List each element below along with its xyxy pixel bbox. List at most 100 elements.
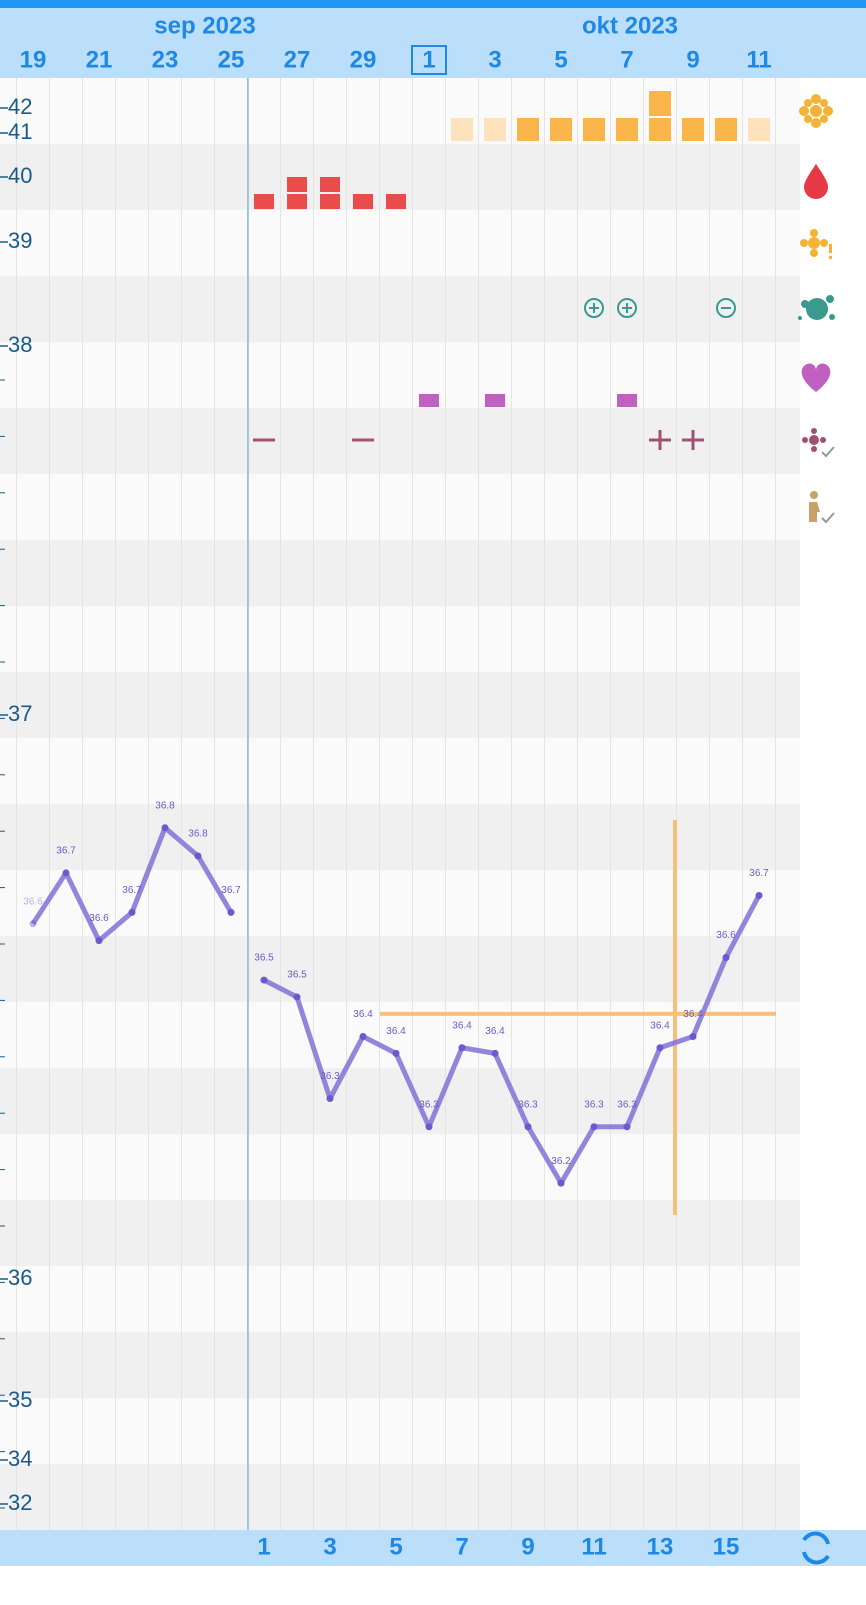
temperature-label: 36.4 (683, 1009, 703, 1020)
test-mark (584, 298, 604, 318)
cycle-day-label: 1 (257, 1533, 270, 1560)
bleeding-mark (287, 177, 307, 192)
axis-label: 39 (8, 228, 32, 253)
bleeding-mark (386, 194, 406, 209)
row-band (0, 804, 800, 870)
temperature-point (458, 1044, 466, 1052)
axis-label: 37 (8, 701, 32, 726)
row-band (0, 1068, 800, 1134)
axis-label: 34 (8, 1446, 32, 1471)
bleeding-mark (254, 194, 274, 209)
today-box (411, 45, 447, 75)
temperature-label: 36.5 (287, 970, 307, 981)
temperature-point (194, 852, 202, 860)
mucus-mark (649, 91, 671, 116)
cycle-day-label: 9 (521, 1533, 534, 1560)
bleeding-mark (320, 194, 340, 209)
row-band (0, 936, 800, 1002)
temperature-point (656, 1044, 664, 1052)
mucus-mark (550, 118, 572, 141)
temperature-label: 36.7 (221, 885, 241, 896)
temperature-label: 36.3 (617, 1099, 637, 1110)
day-label: 11 (746, 46, 771, 73)
mucus-mark (484, 118, 506, 141)
temperature-point (359, 1032, 367, 1040)
cycle-day-label: 13 (647, 1533, 674, 1560)
temperature-point (722, 954, 730, 962)
footer-band (0, 1530, 866, 1566)
temperature-point (524, 1123, 532, 1131)
icon-drop (804, 164, 828, 199)
temperature-point (95, 937, 103, 945)
temperature-label: 36.7 (122, 885, 142, 896)
temperature-point (260, 976, 268, 984)
temperature-point (227, 908, 235, 916)
temperature-point (62, 869, 70, 877)
day-label: 21 (86, 46, 113, 73)
day-label: 25 (218, 46, 245, 73)
temperature-label: 36.6 (23, 896, 43, 907)
row-band (0, 1464, 800, 1530)
test-mark (617, 298, 637, 318)
axis-label: 36 (8, 1265, 32, 1290)
icon-flower-check (802, 428, 835, 458)
intercourse-mark (419, 394, 439, 407)
icon-sync (802, 1531, 830, 1565)
bleeding-mark (287, 194, 307, 209)
day-label: 29 (350, 46, 377, 73)
day-label: 7 (620, 46, 633, 73)
cycle-day-label: 15 (713, 1533, 740, 1560)
test-circle (716, 298, 736, 318)
temperature-label: 36.6 (89, 913, 109, 924)
temperature-label: 36.2 (551, 1156, 571, 1167)
day-label: 3 (488, 46, 501, 73)
mucus-mark (616, 118, 638, 141)
temperature-point (623, 1123, 631, 1131)
temperature-point (689, 1032, 697, 1040)
row-band (0, 672, 800, 738)
cycle-day-label: 3 (323, 1533, 336, 1560)
bleeding-mark (353, 194, 373, 209)
temperature-point (755, 891, 763, 899)
temperature-label: 36.3 (419, 1099, 439, 1110)
day-label: 9 (686, 46, 699, 73)
temperature-label: 36.4 (452, 1020, 472, 1031)
temperature-point (425, 1123, 433, 1131)
row-band (0, 276, 800, 342)
temperature-point (326, 1095, 334, 1103)
mucus-mark (682, 118, 704, 141)
cycle-day-label: 11 (581, 1533, 606, 1560)
mucus-mark (583, 118, 605, 141)
mucus-mark (715, 118, 737, 141)
mucus-mark (451, 118, 473, 141)
day-label: 23 (152, 46, 179, 73)
month-label: sep 2023 (154, 12, 255, 39)
temperature-label: 36.7 (56, 846, 76, 857)
test-mark (716, 298, 736, 318)
icon-heart (801, 363, 831, 392)
temperature-label: 36.4 (485, 1026, 505, 1037)
temperature-label: 36.4 (386, 1026, 406, 1037)
cervix-mark (649, 430, 671, 450)
row-band (0, 540, 800, 606)
icon-flower (799, 94, 833, 128)
axis-label: 41 (8, 119, 32, 144)
cycle-day-label: 7 (455, 1533, 468, 1560)
icon-column (800, 78, 866, 1530)
temperature-label: 36.8 (155, 800, 175, 811)
axis-label: 42 (8, 94, 32, 119)
day-label: 19 (20, 46, 47, 73)
axis-label: 40 (8, 163, 32, 188)
test-circle (617, 298, 637, 318)
cervix-mark (682, 430, 704, 450)
mucus-mark (517, 118, 539, 141)
temperature-point (557, 1179, 565, 1187)
temperature-line (262, 894, 762, 1186)
day-label: 27 (284, 46, 311, 73)
bleeding-mark (320, 177, 340, 192)
icon-person-check (809, 491, 835, 524)
temperature-point (29, 920, 37, 928)
day-label: 5 (554, 46, 567, 73)
mucus-mark (748, 118, 770, 141)
